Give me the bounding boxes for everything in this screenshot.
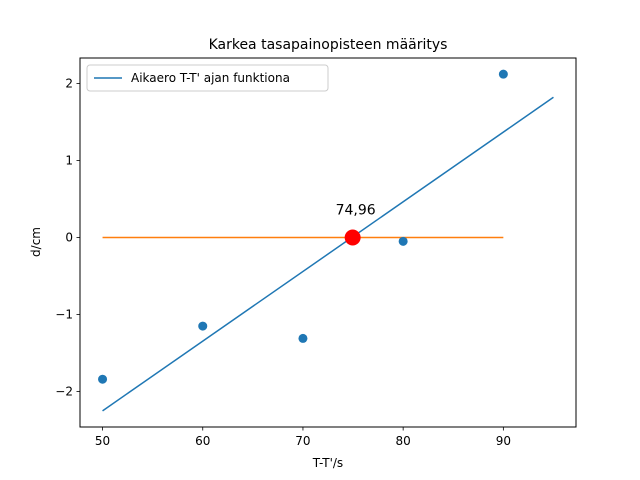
y-axis-ticks: −2 −1 0 1 2 [55, 76, 80, 399]
legend-label: Aikaero T-T' ajan funktiona [131, 71, 290, 85]
data-point [398, 236, 408, 246]
x-tick-label: 50 [95, 434, 110, 448]
legend-box [86, 64, 329, 92]
axes-frame [79, 57, 577, 428]
x-tick-label: 90 [496, 434, 511, 448]
chart-title: Karkea tasapainopisteen määritys [209, 37, 448, 53]
x-tick-label: 70 [295, 434, 310, 448]
data-point [498, 69, 508, 79]
intersection-label: 74,96 [336, 202, 376, 218]
y-tick-label: −2 [55, 385, 73, 399]
y-tick-label: −1 [55, 308, 73, 322]
data-point [298, 333, 308, 343]
legend: Aikaero T-T' ajan funktiona [86, 64, 329, 92]
intersection-point [344, 229, 361, 246]
y-tick-label: 2 [65, 76, 73, 90]
data-point [98, 374, 108, 384]
data-point [198, 321, 208, 331]
y-axis-label: d/cm [29, 227, 43, 257]
x-axis-label: T-T'/s [312, 456, 343, 470]
x-tick-label: 60 [195, 434, 210, 448]
y-tick-label: 0 [65, 230, 73, 244]
x-axis-ticks: 50 60 70 80 90 [95, 427, 511, 448]
fit-line [102, 96, 554, 412]
x-tick-label: 80 [396, 434, 411, 448]
y-tick-label: 1 [65, 153, 73, 167]
plot-content: 74,96 [98, 69, 554, 412]
